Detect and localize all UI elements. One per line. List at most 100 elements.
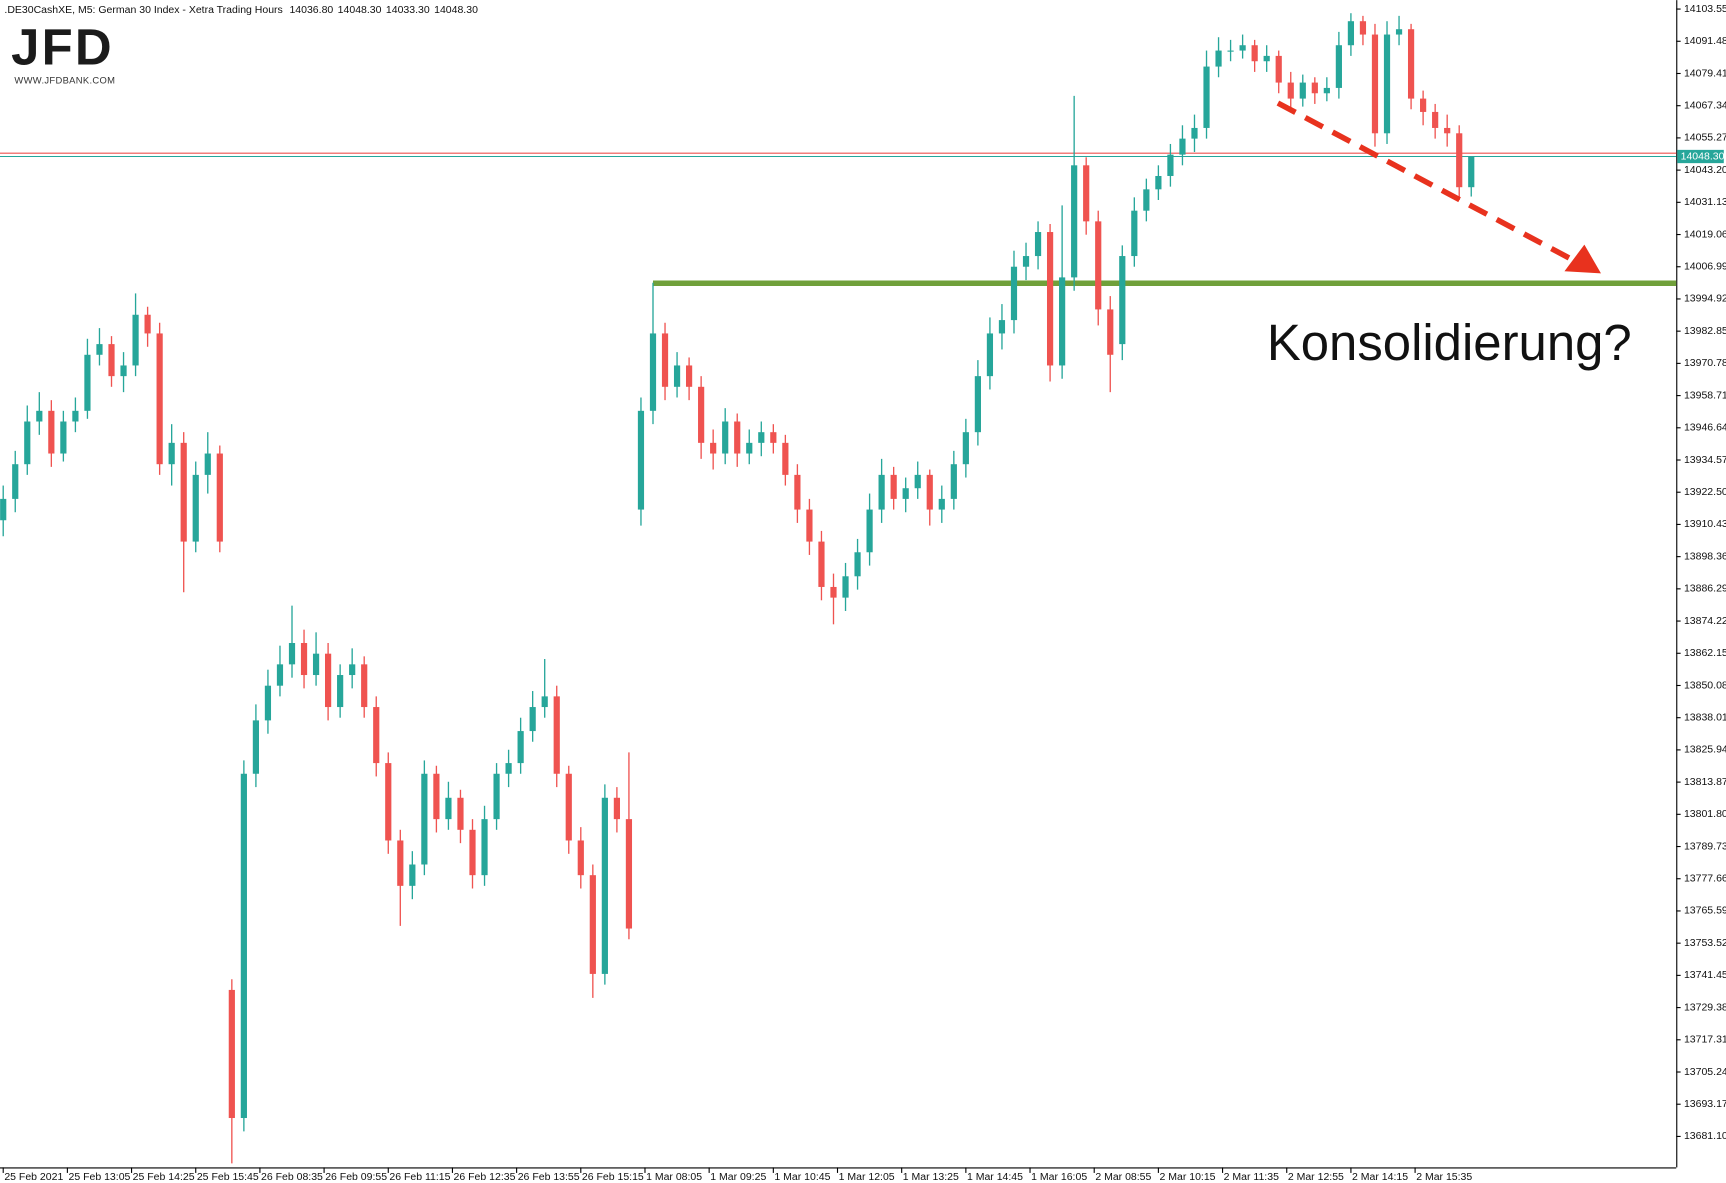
y-tick-label: 13705.24 xyxy=(1684,1066,1726,1078)
x-tick-label: 1 Mar 10:45 xyxy=(774,1171,830,1183)
x-tick-label: 26 Feb 09:55 xyxy=(325,1171,387,1183)
candle-body xyxy=(938,498,945,510)
y-tick-label: 13898.36 xyxy=(1684,550,1726,562)
candle-body xyxy=(746,442,753,454)
candle-body xyxy=(36,410,43,422)
candle-body xyxy=(1383,34,1391,134)
candle-body xyxy=(120,365,127,377)
candle-body xyxy=(1095,221,1102,310)
candle-body xyxy=(1347,21,1355,46)
x-tick-label: 25 Feb 2021 xyxy=(4,1171,63,1183)
candle-body xyxy=(1432,111,1439,128)
x-tick-label: 2 Mar 12:55 xyxy=(1288,1171,1344,1183)
candle-body xyxy=(842,576,849,598)
header-open: 14036.80 xyxy=(289,4,333,16)
candle-body xyxy=(168,442,175,465)
candle-body xyxy=(457,797,464,830)
candle-body xyxy=(228,989,235,1119)
candle-body xyxy=(589,875,596,974)
y-tick-label: 14019.06 xyxy=(1684,228,1726,240)
candle-body xyxy=(24,421,31,465)
candle-body xyxy=(204,453,211,475)
candle-body xyxy=(950,464,957,499)
candle-body xyxy=(312,653,320,676)
y-tick-label: 13729.38 xyxy=(1684,1001,1726,1013)
candle-body xyxy=(505,763,512,774)
candle-body xyxy=(710,442,717,454)
y-tick-label: 13753.52 xyxy=(1684,937,1726,949)
y-tick-label: 13825.94 xyxy=(1684,744,1726,756)
logo-url: WWW.JFDBANK.COM xyxy=(14,74,115,85)
candles xyxy=(0,13,1475,1164)
y-tick-label: 13801.80 xyxy=(1684,808,1726,820)
candle-body xyxy=(192,474,199,542)
candle-body xyxy=(625,819,633,929)
overlay: Konsolidierung? .DE30CashXE, M5: German … xyxy=(4,4,1631,371)
candle-body xyxy=(613,797,620,820)
candle-body xyxy=(72,410,79,422)
candle-body xyxy=(782,442,789,475)
x-tick-label: 26 Feb 12:35 xyxy=(454,1171,516,1183)
candle-body xyxy=(1456,133,1463,188)
y-tick-label: 13681.10 xyxy=(1684,1130,1726,1142)
candle-body xyxy=(974,376,981,433)
candle-body xyxy=(361,664,368,708)
candle-body xyxy=(300,642,308,676)
last-price-label: 14048.30 xyxy=(1681,150,1725,162)
x-tick-label: 25 Feb 13:05 xyxy=(68,1171,130,1183)
x-tick-label: 2 Mar 10:15 xyxy=(1159,1171,1215,1183)
x-tick-label: 1 Mar 16:05 xyxy=(1031,1171,1087,1183)
candle-body xyxy=(1143,189,1150,211)
candle-body xyxy=(1083,165,1090,222)
candle-body xyxy=(890,474,897,499)
x-tick-label: 26 Feb 11:15 xyxy=(389,1171,450,1183)
candle-body xyxy=(998,320,1006,334)
candle-body xyxy=(770,432,777,443)
candle-body xyxy=(914,474,921,489)
candle-body xyxy=(541,696,548,708)
candle-body xyxy=(1010,266,1018,321)
candle-body xyxy=(1131,210,1138,257)
candle-body xyxy=(1227,50,1234,52)
candle-body xyxy=(878,474,885,510)
last-price-box xyxy=(1677,149,1724,164)
candle-body xyxy=(493,773,500,820)
y-tick-label: 14091.48 xyxy=(1684,35,1726,47)
y-tick-label: 13838.01 xyxy=(1684,711,1726,723)
candle-body xyxy=(1311,82,1318,94)
candle-body xyxy=(1034,232,1042,257)
candle-body xyxy=(421,773,428,865)
candle-body xyxy=(156,333,163,465)
y-tick-label: 14055.27 xyxy=(1684,132,1726,144)
candle-body xyxy=(445,797,452,820)
x-tick-label: 26 Feb 15:15 xyxy=(582,1171,644,1183)
candle-body xyxy=(481,819,488,876)
candle-body xyxy=(12,464,19,499)
candle-body xyxy=(1046,232,1054,366)
candle-body xyxy=(1191,127,1198,139)
candle-body xyxy=(902,488,909,499)
y-tick-label: 13850.08 xyxy=(1684,679,1726,691)
candle-body xyxy=(397,840,404,886)
candle-body xyxy=(409,864,416,886)
candle-body xyxy=(986,333,994,377)
candle-body xyxy=(108,344,115,377)
candle-body xyxy=(758,432,765,443)
candle-body xyxy=(517,731,524,764)
candle-body xyxy=(1022,256,1030,267)
candle-body xyxy=(1420,98,1427,112)
candle-body xyxy=(577,840,584,876)
header-close: 14048.30 xyxy=(434,4,478,16)
candle-body xyxy=(854,552,861,577)
candle-body xyxy=(60,421,67,454)
candle-body xyxy=(926,474,933,510)
y-tick-label: 14067.34 xyxy=(1684,99,1726,111)
candle-body xyxy=(349,664,356,676)
candle-body xyxy=(385,763,392,841)
candle-body xyxy=(240,773,247,1119)
candle-body xyxy=(637,410,645,510)
y-tick-label: 13922.50 xyxy=(1684,486,1726,498)
